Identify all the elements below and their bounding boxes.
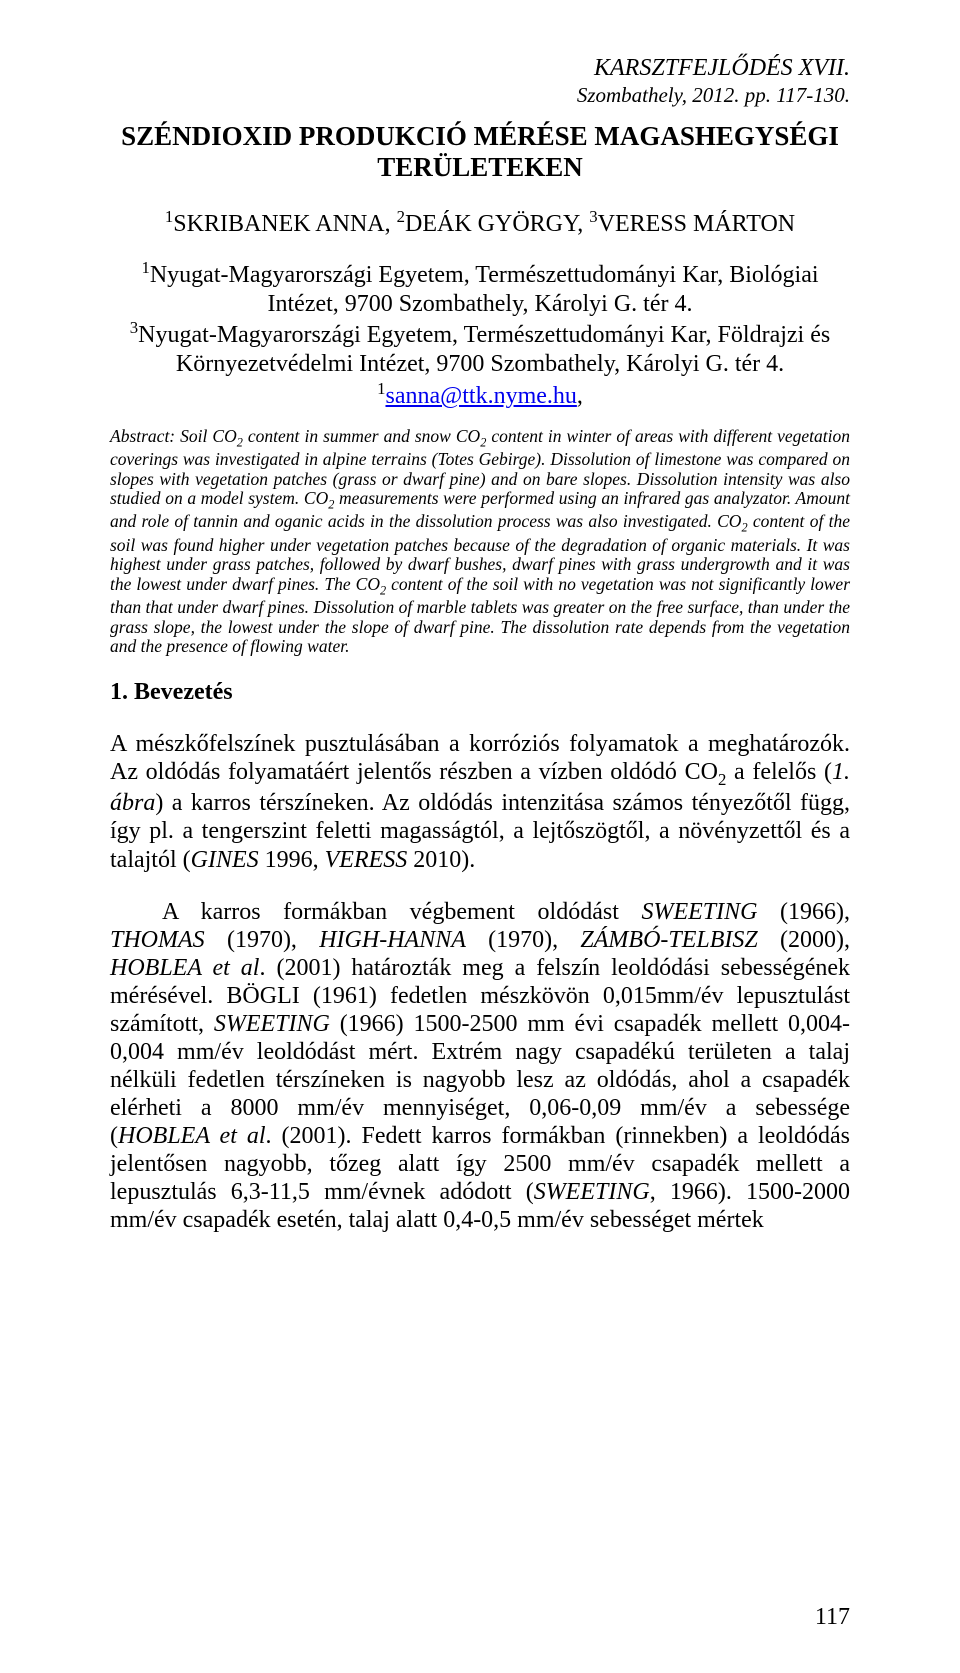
section-heading-1: 1. Bevezetés <box>110 679 850 706</box>
affiliations-block: 1Nyugat-Magyarországi Egyetem, Természet… <box>110 258 850 411</box>
journal-header: KARSZTFEJLŐDÉS XVII. Szombathely, 2012. … <box>110 55 850 107</box>
email-link[interactable]: sanna@ttk.nyme.hu <box>385 383 576 409</box>
title-line-1: SZÉNDIOXID PRODUKCIÓ MÉRÉSE MAGASHEGYSÉG… <box>121 121 839 151</box>
journal-name: KARSZTFEJLŐDÉS XVII. <box>110 55 850 83</box>
paper-title: SZÉNDIOXID PRODUKCIÓ MÉRÉSE MAGASHEGYSÉG… <box>110 121 850 183</box>
abstract-block: Abstract: Soil CO2 content in summer and… <box>110 427 850 657</box>
journal-issue: Szombathely, 2012. pp. 117-130. <box>110 83 850 107</box>
page-number: 117 <box>815 1604 850 1631</box>
authors-line: 1SKRIBANEK ANNA, 2DEÁK GYÖRGY, 3VERESS M… <box>110 207 850 238</box>
body-paragraph-2: A karros formákban végbement oldódást SW… <box>110 898 850 1235</box>
title-line-2: TERÜLETEKEN <box>377 152 583 182</box>
body-paragraph-1: A mészkőfelszínek pusztulásában a korróz… <box>110 730 850 874</box>
page: KARSZTFEJLŐDÉS XVII. Szombathely, 2012. … <box>0 0 960 1673</box>
